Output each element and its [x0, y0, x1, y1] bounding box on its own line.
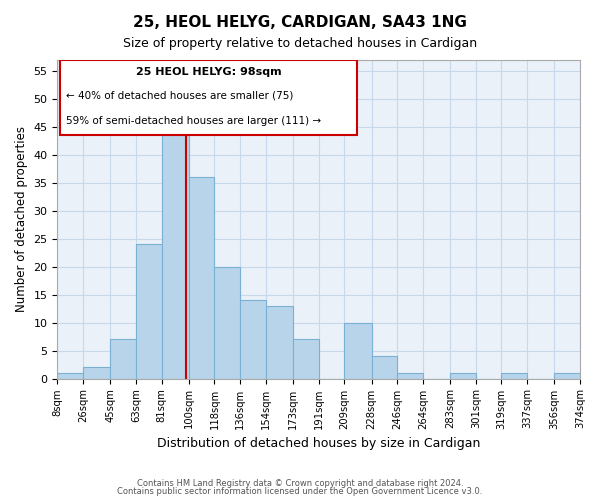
Text: ← 40% of detached houses are smaller (75): ← 40% of detached houses are smaller (75… [66, 90, 293, 101]
Text: 25 HEOL HELYG: 98sqm: 25 HEOL HELYG: 98sqm [136, 66, 281, 76]
Bar [110, 340, 136, 378]
Bar [136, 244, 161, 378]
Bar [344, 322, 371, 378]
Bar [397, 373, 423, 378]
Text: 25, HEOL HELYG, CARDIGAN, SA43 1NG: 25, HEOL HELYG, CARDIGAN, SA43 1NG [133, 15, 467, 30]
Text: Contains HM Land Registry data © Crown copyright and database right 2024.: Contains HM Land Registry data © Crown c… [137, 478, 463, 488]
Bar [371, 356, 397, 378]
Bar [214, 267, 240, 378]
Bar [266, 306, 293, 378]
Bar [161, 122, 189, 378]
Text: 59% of semi-detached houses are larger (111) →: 59% of semi-detached houses are larger (… [66, 116, 321, 126]
Bar [83, 368, 110, 378]
Text: Size of property relative to detached houses in Cardigan: Size of property relative to detached ho… [123, 38, 477, 51]
Text: Contains public sector information licensed under the Open Government Licence v3: Contains public sector information licen… [118, 487, 482, 496]
Y-axis label: Number of detached properties: Number of detached properties [15, 126, 28, 312]
Bar [502, 373, 527, 378]
Bar [189, 178, 214, 378]
Bar [554, 373, 580, 378]
X-axis label: Distribution of detached houses by size in Cardigan: Distribution of detached houses by size … [157, 437, 481, 450]
Bar [240, 300, 266, 378]
Bar [293, 340, 319, 378]
Bar [58, 373, 83, 378]
FancyBboxPatch shape [60, 60, 357, 136]
Bar [450, 373, 476, 378]
